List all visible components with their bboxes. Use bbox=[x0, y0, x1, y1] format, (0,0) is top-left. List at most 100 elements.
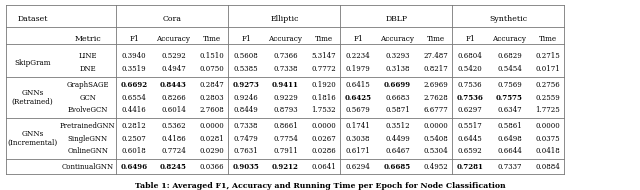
Text: 0.9246: 0.9246 bbox=[234, 94, 259, 102]
Text: GraphSAGE: GraphSAGE bbox=[67, 81, 109, 89]
Text: 0.6347: 0.6347 bbox=[497, 106, 522, 114]
Text: 0.7338: 0.7338 bbox=[273, 65, 298, 73]
Text: 0.0171: 0.0171 bbox=[536, 65, 560, 73]
Text: 0.6692: 0.6692 bbox=[120, 81, 148, 89]
Text: 0.7536: 0.7536 bbox=[458, 81, 483, 89]
Text: DBLP: DBLP bbox=[385, 14, 408, 23]
Text: 0.5608: 0.5608 bbox=[234, 52, 259, 60]
Text: 0.6297: 0.6297 bbox=[458, 106, 483, 114]
Text: 0.9411: 0.9411 bbox=[272, 81, 299, 89]
Text: 0.0000: 0.0000 bbox=[424, 122, 448, 130]
Text: 0.0375: 0.0375 bbox=[536, 135, 560, 143]
Text: 0.7575: 0.7575 bbox=[496, 94, 523, 102]
Text: 0.0267: 0.0267 bbox=[312, 135, 336, 143]
Text: LINE: LINE bbox=[79, 52, 97, 60]
Text: 2.7628: 2.7628 bbox=[424, 94, 448, 102]
Text: 0.6804: 0.6804 bbox=[458, 52, 483, 60]
Text: 0.8793: 0.8793 bbox=[273, 106, 298, 114]
Text: Time: Time bbox=[315, 35, 333, 43]
Text: PretrainedGNN: PretrainedGNN bbox=[60, 122, 115, 130]
Text: 5.3147: 5.3147 bbox=[312, 52, 336, 60]
Text: 0.5861: 0.5861 bbox=[497, 122, 522, 130]
Text: Accuracy: Accuracy bbox=[156, 35, 191, 43]
Text: 0.6445: 0.6445 bbox=[458, 135, 483, 143]
Text: 0.0366: 0.0366 bbox=[200, 163, 224, 171]
Text: 0.2715: 0.2715 bbox=[536, 52, 560, 60]
Text: 2.7608: 2.7608 bbox=[200, 106, 224, 114]
Text: 0.0641: 0.0641 bbox=[312, 163, 336, 171]
Text: 0.2756: 0.2756 bbox=[536, 81, 560, 89]
Text: 0.2559: 0.2559 bbox=[536, 94, 560, 102]
Text: 0.7366: 0.7366 bbox=[273, 52, 298, 60]
Text: 1.7725: 1.7725 bbox=[536, 106, 560, 114]
Text: 0.5362: 0.5362 bbox=[161, 122, 186, 130]
Text: 0.2803: 0.2803 bbox=[200, 94, 224, 102]
Text: 0.3293: 0.3293 bbox=[385, 52, 410, 60]
Text: 0.4952: 0.4952 bbox=[424, 163, 448, 171]
Text: 0.0290: 0.0290 bbox=[200, 147, 224, 155]
Text: 0.9273: 0.9273 bbox=[233, 81, 259, 89]
Text: 0.6699: 0.6699 bbox=[384, 81, 411, 89]
Text: F1: F1 bbox=[465, 35, 475, 43]
Text: 0.5454: 0.5454 bbox=[497, 65, 522, 73]
Text: 0.2847: 0.2847 bbox=[200, 81, 224, 89]
Text: 0.4416: 0.4416 bbox=[122, 106, 147, 114]
Text: 0.5679: 0.5679 bbox=[346, 106, 371, 114]
Text: 0.3512: 0.3512 bbox=[385, 122, 410, 130]
Text: 0.3038: 0.3038 bbox=[346, 135, 371, 143]
Text: 0.7338: 0.7338 bbox=[234, 122, 259, 130]
Text: Metric: Metric bbox=[74, 35, 101, 43]
Text: 0.7479: 0.7479 bbox=[234, 135, 259, 143]
Text: 0.5517: 0.5517 bbox=[458, 122, 483, 130]
Text: F1: F1 bbox=[241, 35, 251, 43]
Text: 0.6554: 0.6554 bbox=[122, 94, 147, 102]
Text: Accuracy: Accuracy bbox=[492, 35, 527, 43]
Text: EvolveGCN: EvolveGCN bbox=[67, 106, 108, 114]
Text: 0.4499: 0.4499 bbox=[385, 135, 410, 143]
Text: 0.4186: 0.4186 bbox=[161, 135, 186, 143]
Text: 0.6829: 0.6829 bbox=[497, 52, 522, 60]
Text: F1: F1 bbox=[353, 35, 363, 43]
Text: 0.7754: 0.7754 bbox=[273, 135, 298, 143]
Text: 0.7536: 0.7536 bbox=[457, 94, 483, 102]
Text: 0.6171: 0.6171 bbox=[346, 147, 371, 155]
Text: 0.6014: 0.6014 bbox=[161, 106, 186, 114]
Text: 0.7337: 0.7337 bbox=[497, 163, 522, 171]
Text: 0.7724: 0.7724 bbox=[161, 147, 186, 155]
Text: Elliptic: Elliptic bbox=[270, 14, 299, 23]
Text: Table 1: Averaged F1, Accuracy and Running Time per Epoch for Node Classificatio: Table 1: Averaged F1, Accuracy and Runni… bbox=[134, 182, 506, 190]
Text: Time: Time bbox=[203, 35, 221, 43]
Text: 0.0000: 0.0000 bbox=[536, 122, 560, 130]
Text: Accuracy: Accuracy bbox=[380, 35, 415, 43]
Text: F1: F1 bbox=[129, 35, 139, 43]
Text: Dataset: Dataset bbox=[17, 14, 48, 23]
Text: ContinualGNN: ContinualGNN bbox=[61, 163, 114, 171]
Text: 0.0000: 0.0000 bbox=[200, 122, 224, 130]
Text: 0.5385: 0.5385 bbox=[234, 65, 259, 73]
Text: 0.8661: 0.8661 bbox=[273, 122, 298, 130]
Text: 0.9229: 0.9229 bbox=[273, 94, 298, 102]
Text: 0.8217: 0.8217 bbox=[424, 65, 448, 73]
Text: GNNs
(Incremental): GNNs (Incremental) bbox=[8, 130, 58, 147]
Text: 0.1979: 0.1979 bbox=[346, 65, 371, 73]
Text: 0.5292: 0.5292 bbox=[161, 52, 186, 60]
Text: 0.6496: 0.6496 bbox=[120, 163, 148, 171]
Text: Time: Time bbox=[427, 35, 445, 43]
Text: 0.6294: 0.6294 bbox=[346, 163, 371, 171]
Text: 27.487: 27.487 bbox=[424, 52, 448, 60]
Text: 0.5420: 0.5420 bbox=[458, 65, 483, 73]
Text: 0.7569: 0.7569 bbox=[497, 81, 522, 89]
Text: 0.3940: 0.3940 bbox=[122, 52, 147, 60]
Text: Accuracy: Accuracy bbox=[268, 35, 303, 43]
Text: 0.6415: 0.6415 bbox=[346, 81, 371, 89]
Text: 0.8245: 0.8245 bbox=[160, 163, 187, 171]
Text: DNE: DNE bbox=[79, 65, 96, 73]
Text: 0.0286: 0.0286 bbox=[312, 147, 336, 155]
Text: 1.7532: 1.7532 bbox=[312, 106, 336, 114]
Text: 0.0000: 0.0000 bbox=[312, 122, 336, 130]
Text: 0.0884: 0.0884 bbox=[536, 163, 560, 171]
Text: 0.2234: 0.2234 bbox=[346, 52, 371, 60]
Text: 0.3519: 0.3519 bbox=[122, 65, 147, 73]
Text: 0.8443: 0.8443 bbox=[160, 81, 187, 89]
Text: 0.6425: 0.6425 bbox=[344, 94, 372, 102]
